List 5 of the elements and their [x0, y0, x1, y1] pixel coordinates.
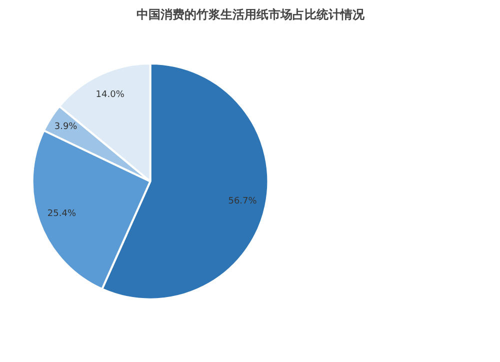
chart-title: 中国消费的竹浆生活用纸市场占比统计情况 — [136, 8, 366, 22]
data-label: 3.9% — [54, 122, 78, 132]
data-label: 14.0% — [96, 90, 125, 100]
data-label: 25.4% — [47, 209, 76, 220]
data-label: 56.7% — [228, 196, 258, 206]
